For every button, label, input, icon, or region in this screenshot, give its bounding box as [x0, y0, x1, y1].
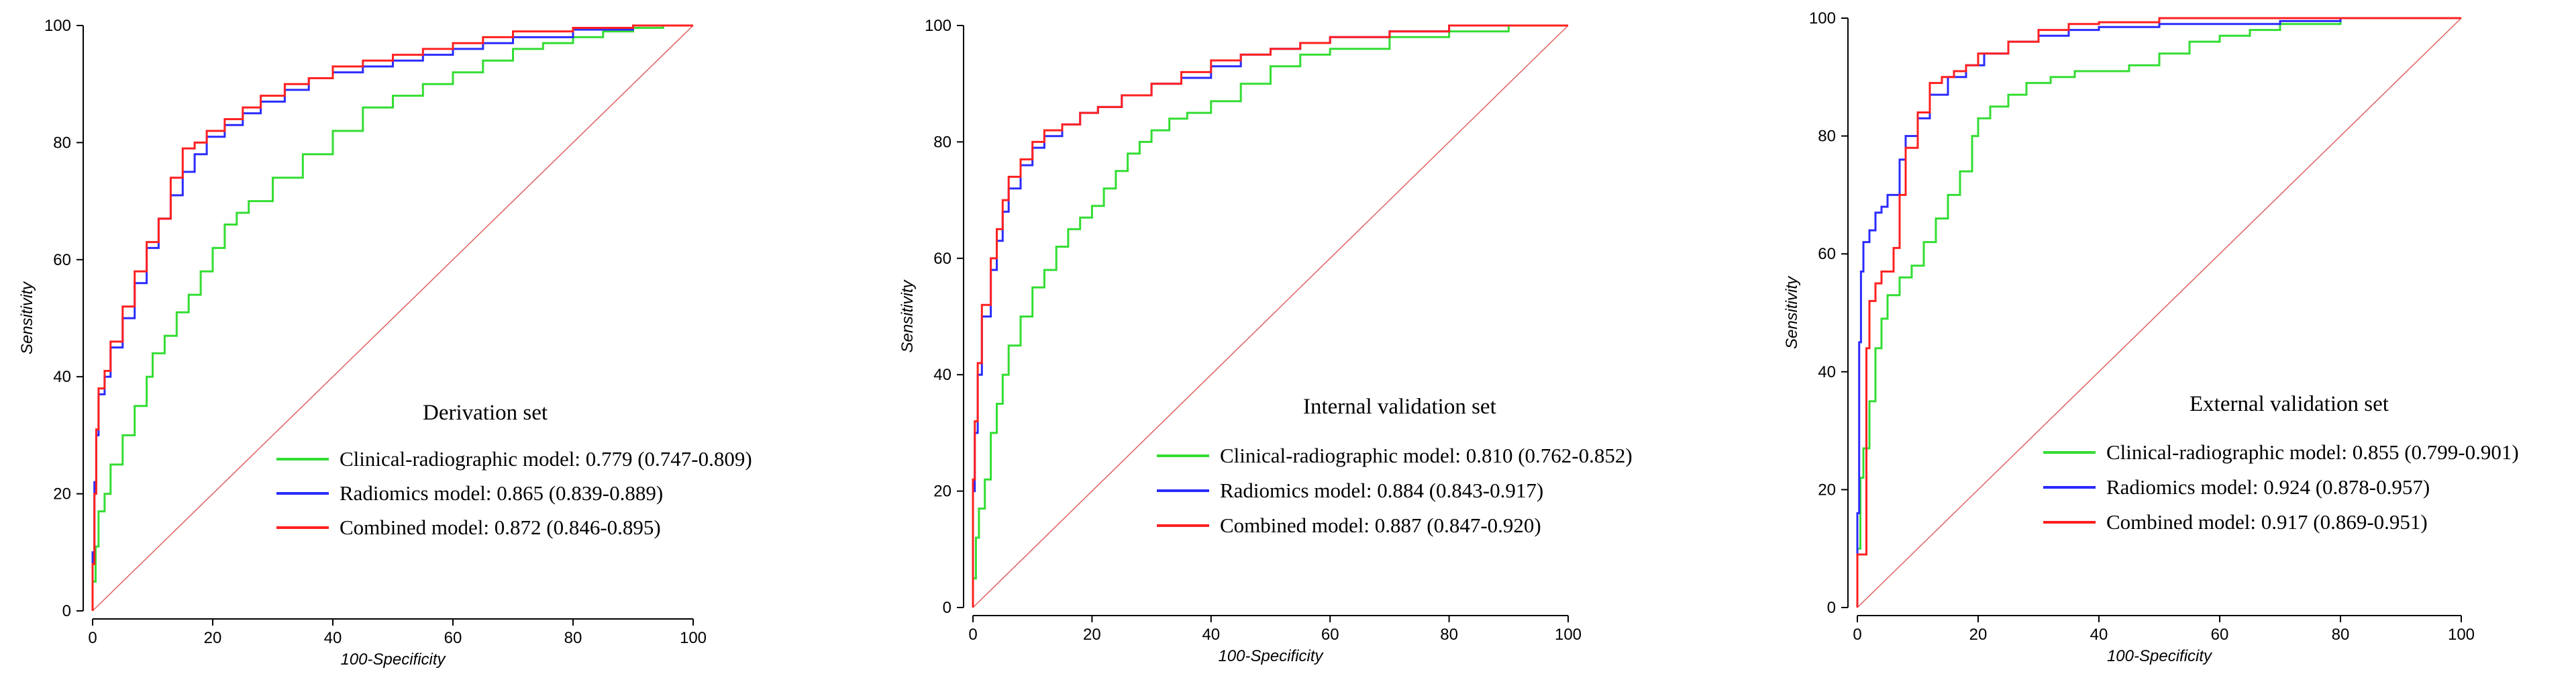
- roc-curve-clinical: [91, 24, 693, 611]
- roc-curve-clinical: [972, 24, 1568, 608]
- roc-curve-combined: [1856, 17, 2461, 608]
- y-tick-label: 40: [1818, 363, 1836, 381]
- legend-label-clinical: Clinical-radiographic model: 0.779 (0.74…: [340, 447, 752, 471]
- y-tick-label: 100: [1809, 9, 1836, 28]
- x-axis-title: 100-Specificity: [2107, 647, 2213, 665]
- x-tick-label: 40: [1202, 626, 1220, 644]
- y-tick-label: 80: [1818, 128, 1836, 146]
- y-tick-label: 20: [933, 483, 951, 501]
- y-tick-label: 80: [933, 133, 951, 151]
- legend-label-combined: Combined model: 0.872 (0.846-0.895): [340, 516, 661, 539]
- roc-curve-clinical: [1856, 17, 2461, 608]
- x-tick-label: 20: [204, 629, 222, 647]
- x-tick-label: 0: [88, 629, 97, 647]
- reference-diagonal: [1857, 17, 2462, 608]
- x-tick-label: 40: [324, 629, 342, 647]
- x-tick-label: 100: [1555, 626, 1582, 644]
- chart-panel-2: 0 20 40 60 80 100 0 20 40 60 80 100 100-Specificity S…: [898, 17, 1633, 665]
- roc-curve-combined: [91, 24, 693, 611]
- x-tick-label: 60: [2211, 626, 2229, 644]
- x-tick-label: 80: [2332, 626, 2350, 644]
- reference-diagonal: [92, 25, 694, 612]
- x-axis-title: 100-Specificity: [1218, 647, 1324, 665]
- y-tick-label: 60: [1818, 245, 1836, 263]
- y-tick-label: 80: [53, 134, 71, 152]
- legend-label-combined: Combined model: 0.917 (0.869-0.951): [2106, 510, 2428, 534]
- legend-label-clinical: Clinical-radiographic model: 0.810 (0.76…: [1220, 444, 1633, 467]
- y-tick-label: 40: [53, 368, 71, 386]
- x-tick-label: 80: [1440, 626, 1458, 644]
- legend-label-combined: Combined model: 0.887 (0.847-0.920): [1220, 514, 1541, 537]
- x-tick-label: 0: [968, 626, 977, 644]
- reference-diagonal: [972, 25, 1569, 608]
- y-tick-label: 100: [925, 17, 951, 35]
- x-tick-label: 20: [1083, 626, 1101, 644]
- legend-title: Derivation set: [423, 401, 548, 425]
- y-axis-title: Sensitivity: [1783, 275, 1801, 349]
- legend-label-clinical: Clinical-radiographic model: 0.855 (0.79…: [2106, 440, 2519, 464]
- x-tick-label: 60: [444, 629, 462, 647]
- x-axis-title: 100-Specificity: [340, 650, 446, 669]
- y-tick-label: 0: [943, 599, 951, 617]
- roc-curve-combined: [972, 24, 1568, 608]
- chart-panel-3: 0 20 40 60 80 100 0 20 40 60 80 100 100-Specificity S…: [1783, 9, 2519, 665]
- legend-title: Internal validation set: [1303, 395, 1496, 419]
- y-tick-label: 20: [1818, 481, 1836, 499]
- x-tick-label: 100: [680, 629, 707, 647]
- y-tick-label: 60: [933, 250, 951, 268]
- y-tick-label: 100: [44, 17, 71, 35]
- x-tick-label: 20: [1969, 626, 1988, 644]
- y-tick-label: 0: [1827, 599, 1836, 617]
- chart-panel-1: 0 20 40 60 80 100 0 20 40 60 80 100 100-Specificity S…: [18, 17, 752, 669]
- y-axis-title: Sensitivity: [898, 279, 917, 352]
- roc-curve-radiomics: [91, 24, 693, 611]
- y-tick-label: 60: [53, 251, 71, 269]
- y-axis-title: Sensitivity: [18, 281, 36, 354]
- x-tick-label: 40: [2090, 626, 2108, 644]
- x-tick-label: 100: [2448, 626, 2475, 644]
- x-tick-label: 0: [1853, 626, 1861, 644]
- y-tick-label: 0: [62, 602, 71, 620]
- x-tick-label: 60: [1321, 626, 1339, 644]
- x-tick-label: 80: [564, 629, 582, 647]
- legend-label-radiomics: Radiomics model: 0.884 (0.843-0.917): [1220, 479, 1543, 502]
- y-tick-label: 40: [933, 366, 951, 384]
- y-tick-label: 20: [53, 485, 71, 503]
- legend-label-radiomics: Radiomics model: 0.924 (0.878-0.957): [2106, 475, 2430, 499]
- legend-label-radiomics: Radiomics model: 0.865 (0.839-0.889): [340, 481, 663, 505]
- legend-title: External validation set: [2189, 392, 2389, 416]
